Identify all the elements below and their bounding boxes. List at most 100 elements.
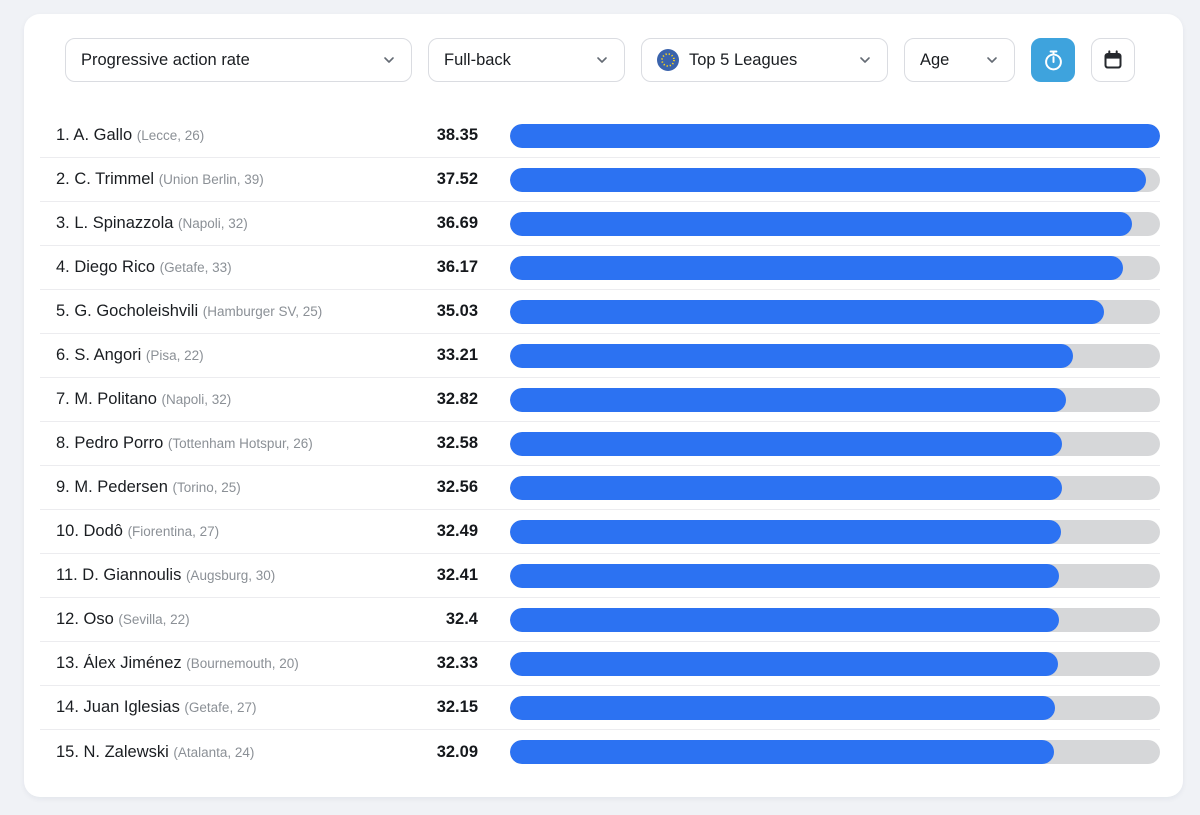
bar-track — [510, 651, 1160, 676]
bar-fill — [510, 387, 1067, 412]
age-dropdown-label: Age — [920, 50, 950, 69]
player-value: 32.4 — [445, 610, 478, 628]
player-name: 3. L. Spinazzola — [56, 214, 178, 232]
player-name: 10. Dodô — [56, 522, 128, 540]
table-row[interactable]: 3. L. Spinazzola (Napoli, 32) 36.69 — [40, 202, 1160, 246]
player-club: (Sevilla, 22) — [118, 612, 190, 627]
player-club: (Lecce, 26) — [136, 128, 205, 143]
bar-track — [510, 255, 1160, 280]
player-value: 36.17 — [436, 258, 478, 276]
player-ranking-list: 1. A. Gallo (Lecce, 26) 38.35 2. C. Trim… — [40, 114, 1160, 774]
table-row[interactable]: 1. A. Gallo (Lecce, 26) 38.35 — [40, 114, 1160, 158]
player-club: (Hamburger SV, 25) — [202, 304, 323, 319]
chevron-down-icon — [987, 57, 997, 63]
bar-fill — [510, 563, 1060, 588]
bar-fill — [510, 519, 1061, 544]
player-club: (Union Berlin, 39) — [158, 172, 264, 187]
bar-track — [510, 387, 1160, 412]
table-row[interactable]: 12. Oso (Sevilla, 22) 32.4 — [40, 598, 1160, 642]
player-name: 5. G. Gocholeishvili — [56, 302, 203, 320]
player-club: (Torino, 25) — [172, 480, 241, 495]
bar-fill — [510, 740, 1054, 764]
date-range-button[interactable] — [1091, 38, 1135, 82]
bar-track — [510, 519, 1160, 544]
chevron-down-icon — [860, 57, 870, 63]
chevron-down-icon — [597, 57, 607, 63]
league-dropdown[interactable]: Top 5 Leagues — [641, 38, 888, 82]
bar-track — [510, 167, 1160, 192]
player-value: 32.15 — [436, 698, 478, 716]
stats-card: Progressive action rate Full-back Top 5 … — [24, 14, 1183, 797]
player-name: 13. Álex Jiménez — [56, 654, 187, 672]
player-name: 9. M. Pedersen — [56, 478, 173, 496]
table-row[interactable]: 8. Pedro Porro (Tottenham Hotspur, 26) 3… — [40, 422, 1160, 466]
per-90-timer-button[interactable] — [1031, 38, 1075, 82]
player-club: (Napoli, 32) — [161, 392, 232, 407]
bar-fill — [510, 167, 1146, 192]
eu-flag-icon — [657, 49, 679, 71]
player-club: (Fiorentina, 27) — [127, 524, 220, 539]
table-row[interactable]: 9. M. Pedersen (Torino, 25) 32.56 — [40, 466, 1160, 510]
player-value: 33.21 — [436, 346, 478, 364]
player-club: (Napoli, 32) — [178, 216, 248, 231]
bar-fill — [510, 607, 1060, 632]
stopwatch-icon — [1044, 50, 1062, 70]
bar-fill — [510, 431, 1063, 456]
bar-track — [510, 475, 1160, 500]
bar-fill — [510, 695, 1055, 720]
filter-toolbar: Progressive action rate Full-back Top 5 … — [24, 14, 1183, 82]
bar-track — [510, 695, 1160, 720]
player-name: 7. M. Politano — [56, 390, 162, 408]
bar-track — [510, 431, 1160, 456]
player-name: 12. Oso — [56, 610, 119, 628]
player-club: (Pisa, 22) — [145, 348, 204, 363]
bar-fill — [510, 255, 1124, 280]
bar-fill — [510, 475, 1062, 500]
bar-track — [510, 740, 1160, 764]
bar-fill — [510, 211, 1132, 236]
player-value: 32.49 — [436, 522, 478, 540]
player-value: 32.58 — [436, 434, 478, 452]
table-row[interactable]: 4. Diego Rico (Getafe, 33) 36.17 — [40, 246, 1160, 290]
player-value: 32.56 — [436, 478, 478, 496]
bar-track — [510, 299, 1160, 324]
league-dropdown-label: Top 5 Leagues — [689, 50, 798, 69]
player-name: 11. D. Giannoulis — [56, 566, 186, 584]
chevron-down-icon — [384, 57, 394, 63]
calendar-icon — [1104, 50, 1122, 69]
table-row[interactable]: 2. C. Trimmel (Union Berlin, 39) 37.52 — [40, 158, 1160, 202]
player-value: 35.03 — [436, 302, 478, 320]
table-row[interactable]: 11. D. Giannoulis (Augsburg, 30) 32.41 — [40, 554, 1160, 598]
player-value: 32.82 — [436, 390, 478, 408]
player-name: 4. Diego Rico — [56, 258, 160, 276]
player-club: (Atalanta, 24) — [173, 744, 255, 760]
player-club: (Augsburg, 30) — [185, 568, 276, 583]
bar-fill — [510, 651, 1058, 676]
bar-fill — [510, 343, 1073, 368]
player-club: (Getafe, 33) — [159, 260, 232, 275]
player-value: 38.35 — [436, 126, 478, 144]
player-value: 36.69 — [436, 214, 478, 232]
table-row[interactable]: 10. Dodô (Fiorentina, 27) 32.49 — [40, 510, 1160, 554]
bar-track — [510, 343, 1160, 368]
table-row[interactable]: 5. G. Gocholeishvili (Hamburger SV, 25) … — [40, 290, 1160, 334]
bar-track — [510, 607, 1160, 632]
table-row[interactable]: 7. M. Politano (Napoli, 32) 32.82 — [40, 378, 1160, 422]
player-club: (Bournemouth, 20) — [186, 656, 299, 671]
player-value: 32.09 — [436, 742, 478, 761]
table-row[interactable]: 14. Juan Iglesias (Getafe, 27) 32.15 — [40, 686, 1160, 730]
bar-track — [510, 563, 1160, 588]
player-value: 32.33 — [436, 654, 478, 672]
player-name: 14. Juan Iglesias — [56, 698, 185, 716]
bar-fill — [510, 299, 1104, 324]
table-row[interactable]: 15. N. Zalewski (Atalanta, 24) 32.09 — [40, 730, 1160, 774]
player-name: 6. S. Angori — [56, 346, 146, 364]
age-dropdown[interactable]: Age — [904, 38, 1015, 82]
table-row[interactable]: 13. Álex Jiménez (Bournemouth, 20) 32.33 — [40, 642, 1160, 686]
player-name: 1. A. Gallo — [56, 126, 137, 144]
metric-dropdown[interactable]: Progressive action rate — [65, 38, 412, 82]
player-name: 8. Pedro Porro — [56, 434, 168, 452]
player-name: 15. N. Zalewski — [56, 742, 174, 761]
table-row[interactable]: 6. S. Angori (Pisa, 22) 33.21 — [40, 334, 1160, 378]
position-dropdown[interactable]: Full-back — [428, 38, 625, 82]
